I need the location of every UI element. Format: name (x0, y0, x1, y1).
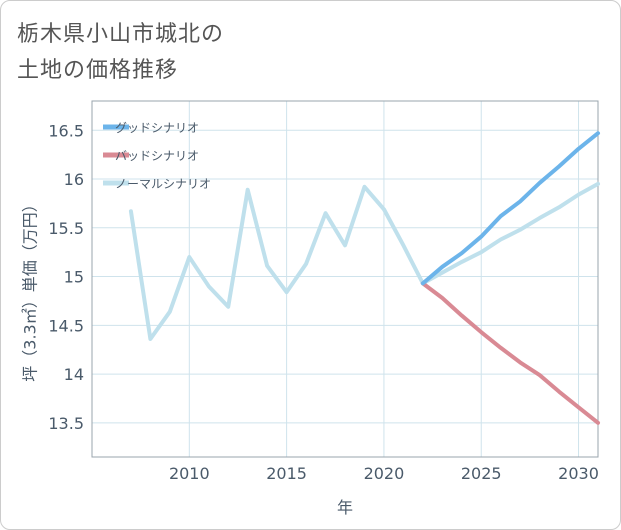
series-lines (128, 131, 600, 425)
y-tick-label: 15 (64, 268, 84, 287)
legend-label: バッドシナリオ (115, 149, 199, 163)
y-tick-label: 16.5 (48, 121, 84, 140)
plot-border (91, 100, 599, 458)
y-tick-label: 15.5 (48, 219, 84, 238)
y-tick-label: 16 (64, 170, 84, 189)
legend-label: グッドシナリオ (115, 121, 199, 135)
y-axis-title: 坪（3.3㎡）単価（万円） (21, 196, 40, 381)
x-tick-label: 2025 (461, 464, 502, 483)
x-tick-label: 2010 (169, 464, 210, 483)
series-line-1 (420, 281, 600, 425)
x-tick-label: 2020 (364, 464, 405, 483)
series-line-2 (128, 181, 600, 341)
legend-label: ノーマルシナリオ (115, 177, 211, 191)
x-tick-label: 2015 (266, 464, 307, 483)
chart-title: 栃木県小山市城北の 土地の価格推移 (17, 17, 417, 89)
chart-title-line-1: 栃木県小山市城北の (17, 22, 225, 47)
y-tick-label: 13.5 (48, 414, 84, 433)
grid-lines (92, 101, 598, 457)
y-tick-label: 14.5 (48, 316, 84, 335)
x-tick-label: 2030 (558, 464, 599, 483)
series-line-0 (420, 131, 600, 286)
y-tick-label: 14 (64, 365, 84, 384)
chart-title-line-2: 土地の価格推移 (17, 58, 179, 83)
tick-labels: 2010 2015 2020 2025 2030 13.5 14 14.5 15 15.5 16 16… (48, 121, 599, 483)
x-axis-title: 年 (337, 498, 353, 517)
